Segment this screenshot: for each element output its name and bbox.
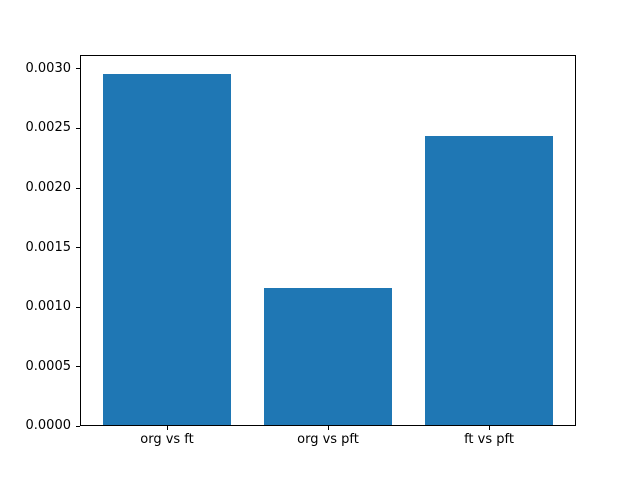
- x-tick-label: org vs pft: [297, 432, 359, 447]
- x-tick-mark: [166, 426, 168, 430]
- x-tick-mark: [488, 426, 490, 430]
- y-tick-label: 0.0000: [25, 418, 72, 433]
- y-tick-label: 0.0030: [25, 60, 72, 76]
- bar-1: [102, 73, 232, 426]
- y-tick-label: 0.0020: [25, 180, 72, 195]
- y-tick-mark: [76, 425, 80, 427]
- x-tick-label: org vs ft: [140, 432, 194, 447]
- y-tick-mark: [76, 68, 80, 70]
- y-tick-mark: [76, 247, 80, 248]
- y-tick-mark: [76, 187, 80, 189]
- plot-area: [80, 55, 576, 426]
- y-tick-label: 0.0015: [25, 239, 72, 255]
- y-tick-label: 0.0010: [25, 299, 72, 314]
- y-tick-label: 0.0005: [25, 358, 72, 374]
- y-tick-label: 0.0025: [25, 120, 72, 136]
- x-tick-mark: [327, 426, 329, 430]
- y-tick-mark: [76, 366, 80, 367]
- bar-2: [263, 287, 393, 426]
- bar-3: [424, 135, 554, 426]
- y-tick-mark: [76, 306, 80, 308]
- x-tick-label: ft vs pft: [464, 432, 514, 447]
- y-tick-mark: [76, 127, 80, 129]
